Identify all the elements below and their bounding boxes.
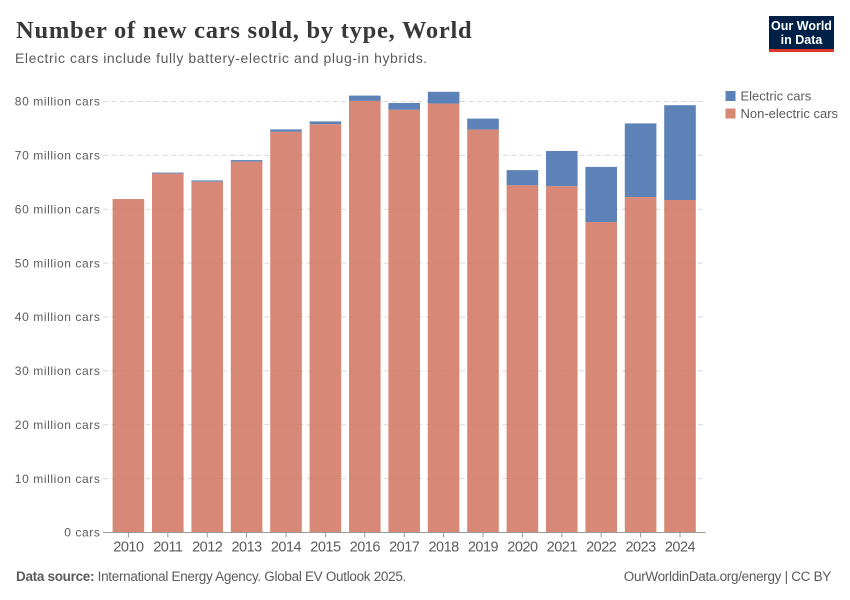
svg-text:Electric cars: Electric cars [741, 89, 812, 104]
svg-text:2010: 2010 [113, 540, 144, 556]
svg-text:2017: 2017 [389, 540, 420, 556]
svg-text:0 cars: 0 cars [64, 526, 100, 540]
svg-text:10 million cars: 10 million cars [15, 472, 101, 486]
svg-text:2023: 2023 [625, 540, 656, 556]
svg-text:2015: 2015 [310, 540, 341, 556]
svg-text:2016: 2016 [350, 540, 381, 556]
svg-text:2024: 2024 [665, 540, 696, 556]
svg-text:2013: 2013 [231, 540, 262, 556]
svg-text:2021: 2021 [547, 540, 578, 556]
svg-text:2014: 2014 [271, 540, 302, 556]
svg-text:2011: 2011 [153, 540, 183, 556]
svg-text:2022: 2022 [586, 540, 617, 556]
svg-text:30 million cars: 30 million cars [15, 364, 101, 378]
svg-text:2020: 2020 [507, 540, 538, 556]
svg-text:20 million cars: 20 million cars [15, 418, 101, 432]
svg-text:40 million cars: 40 million cars [15, 310, 101, 324]
svg-text:Non-electric cars: Non-electric cars [741, 106, 839, 121]
svg-text:50 million cars: 50 million cars [15, 256, 101, 270]
svg-text:2019: 2019 [468, 540, 499, 556]
svg-text:70 million cars: 70 million cars [15, 149, 101, 163]
svg-text:60 million cars: 60 million cars [15, 202, 101, 216]
svg-text:80 million cars: 80 million cars [15, 95, 101, 109]
svg-text:2018: 2018 [428, 540, 459, 556]
svg-text:2012: 2012 [192, 540, 223, 556]
